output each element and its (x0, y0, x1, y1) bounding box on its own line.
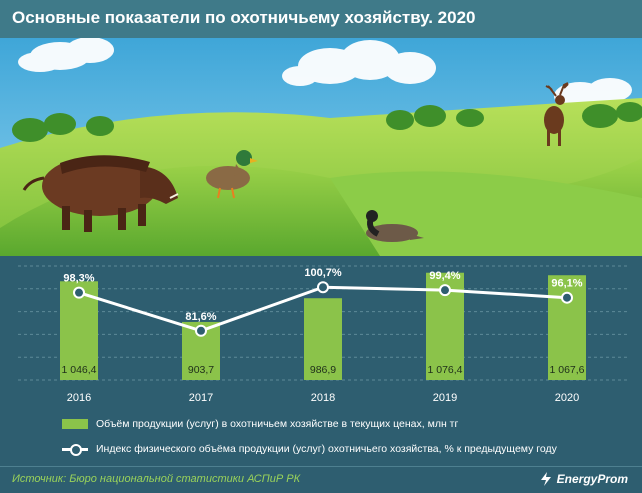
title-bar: Основные показатели по охотничьему хозяй… (0, 0, 642, 38)
hunting-landscape-illustration (0, 38, 642, 256)
duck-icon (206, 150, 258, 199)
deer-icon (544, 82, 569, 146)
line-value-label: 100,7% (304, 267, 342, 279)
x-tick-label: 2019 (433, 392, 457, 404)
combo-chart: 1 046,4 903,7 986,9 1 076,4 1 067,6 98,3% 81,… (18, 265, 628, 404)
line-value-label: 99,4% (429, 270, 460, 282)
line-point-2020 (561, 291, 573, 304)
bar-value-label: 903,7 (188, 364, 214, 376)
bar-value-label: 1 046,4 (61, 364, 96, 376)
brand-name: EnergyProm (556, 472, 628, 486)
bar-value-label: 1 076,4 (427, 364, 462, 376)
lightning-icon (540, 472, 551, 486)
line-point-2016 (73, 286, 85, 299)
line-value-label: 81,6% (185, 311, 216, 323)
cloud-icon (18, 38, 632, 110)
line-point-2018 (317, 281, 329, 294)
line-value-label: 96,1% (551, 278, 582, 290)
legend-line-swatch (62, 444, 88, 456)
boar-icon (22, 155, 179, 232)
footer: Источник: Бюро национальной статистики А… (0, 466, 642, 493)
source-note: Источник: Бюро национальной статистики А… (12, 473, 301, 485)
legend-line-label: Индекс физического объёма продукции (усл… (96, 443, 557, 455)
bar-2018 (304, 298, 342, 380)
goose-icon (366, 210, 424, 242)
x-tick-label: 2020 (555, 392, 579, 404)
x-tick-label: 2016 (67, 392, 91, 404)
brand-logo: EnergyProm (539, 472, 628, 486)
legend-item-bar: Объём продукции (услуг) в охотничьем хоз… (62, 418, 458, 430)
bar-value-label: 986,9 (310, 364, 336, 376)
legend: Объём продукции (услуг) в охотничьем хоз… (0, 408, 642, 466)
line-point-2017 (195, 324, 207, 337)
page-title: Основные показатели по охотничьему хозяй… (12, 8, 476, 27)
bar-value-label: 1 067,6 (549, 364, 584, 376)
legend-bar-swatch (62, 419, 88, 429)
legend-bar-label: Объём продукции (услуг) в охотничьем хоз… (96, 418, 459, 430)
line-point-2019 (439, 284, 451, 297)
legend-item-line: Индекс физического объёма продукции (усл… (62, 443, 557, 456)
tree-icon (12, 102, 642, 142)
x-tick-label: 2018 (311, 392, 335, 404)
x-tick-label: 2017 (189, 392, 213, 404)
line-value-label: 98,3% (63, 273, 94, 285)
